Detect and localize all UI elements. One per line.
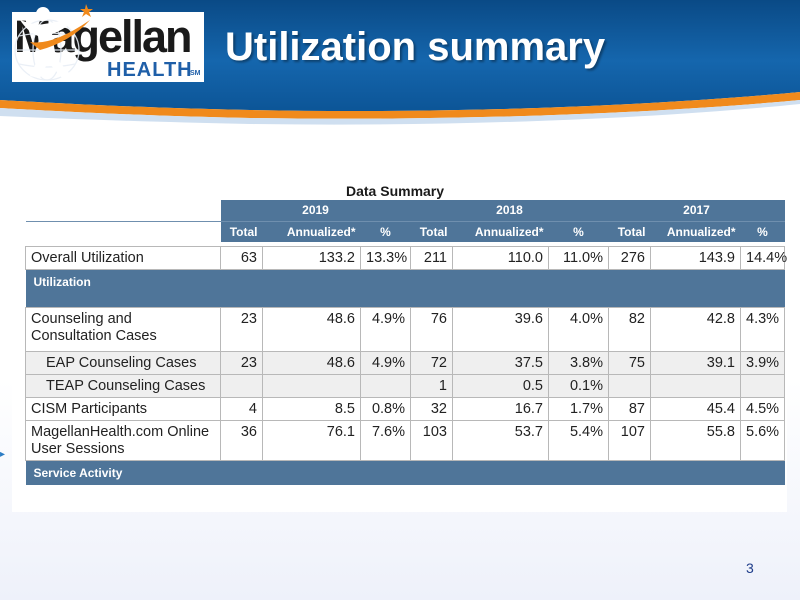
cell: 87 bbox=[608, 396, 651, 421]
slide-title: Utilization summary bbox=[225, 25, 606, 69]
cell: 143.9 bbox=[650, 245, 741, 270]
row-label: CISM Participants bbox=[25, 396, 221, 421]
year-header-row: 2019 2018 2017 bbox=[25, 200, 785, 222]
cell: 4.9% bbox=[360, 306, 411, 352]
cell: 4.3% bbox=[740, 306, 785, 352]
col-total: Total bbox=[220, 221, 263, 242]
cell: 0.1% bbox=[548, 373, 609, 398]
cell: 4.5% bbox=[740, 396, 785, 421]
cell: 76 bbox=[410, 306, 453, 352]
cell bbox=[262, 373, 361, 398]
cell: 32 bbox=[410, 396, 453, 421]
page-number: 3 bbox=[746, 560, 754, 576]
cell: 13.3% bbox=[360, 245, 411, 270]
cell: 75 bbox=[608, 350, 651, 375]
globe-figure-emblem-icon bbox=[14, 4, 93, 81]
cell: 76.1 bbox=[262, 419, 361, 461]
cell: 110.0 bbox=[452, 245, 549, 270]
col-total: Total bbox=[410, 221, 453, 242]
row-label: Overall Utilization bbox=[25, 245, 221, 270]
col-annualized: Annualized* bbox=[650, 221, 741, 242]
col-annualized: Annualized* bbox=[262, 221, 361, 242]
col-percent: % bbox=[548, 221, 609, 242]
row-label: MagellanHealth.com Online User Sessions bbox=[25, 419, 221, 461]
cell: 8.5 bbox=[262, 396, 361, 421]
column-header-row: Total Annualized* % Total Annualized* % … bbox=[25, 221, 785, 242]
cell: 82 bbox=[608, 306, 651, 352]
row-label: EAP Counseling Cases bbox=[25, 350, 221, 375]
left-edge-mark: ▸ bbox=[0, 449, 6, 460]
cell: 5.4% bbox=[548, 419, 609, 461]
cell: 63 bbox=[220, 245, 263, 270]
col-annualized: Annualized* bbox=[452, 221, 549, 242]
col-percent: % bbox=[740, 221, 785, 242]
cell bbox=[740, 373, 785, 398]
cell: 1 bbox=[410, 373, 453, 398]
cell: 37.5 bbox=[452, 350, 549, 375]
table-row: EAP Counseling Cases 23 48.6 4.9% 72 37.… bbox=[25, 350, 785, 375]
cell: 133.2 bbox=[262, 245, 361, 270]
row-label: TEAP Counseling Cases bbox=[25, 373, 221, 398]
cell bbox=[360, 373, 411, 398]
table-row: Overall Utilization 63 133.2 13.3% 211 1… bbox=[25, 245, 787, 270]
cell: 55.8 bbox=[650, 419, 741, 461]
col-percent: % bbox=[360, 221, 411, 242]
year-header-2017: 2017 bbox=[608, 200, 785, 222]
data-summary-table: 2019 2018 2017 Total Annualized* % Total… bbox=[25, 200, 787, 485]
year-header-2019: 2019 bbox=[220, 200, 411, 222]
cell: 5.6% bbox=[740, 419, 785, 461]
row-label: Counseling and Consultation Cases bbox=[25, 306, 221, 352]
cell: 23 bbox=[220, 306, 263, 352]
cell: 103 bbox=[410, 419, 453, 461]
cell: 72 bbox=[410, 350, 453, 375]
logo-sub-text: HEALTH bbox=[107, 59, 193, 81]
cell: 0.8% bbox=[360, 396, 411, 421]
cell: 4 bbox=[220, 396, 263, 421]
section-label: Service Activity bbox=[25, 460, 785, 485]
cell bbox=[608, 373, 651, 398]
table-row: TEAP Counseling Cases 1 0.5 0.1% bbox=[25, 373, 785, 398]
logo-service-mark: SM bbox=[190, 70, 201, 77]
cell: 4.0% bbox=[548, 306, 609, 352]
year-header-2018: 2018 bbox=[410, 200, 609, 222]
cell: 48.6 bbox=[262, 350, 361, 375]
slide-header: Magellan HEALTH SM Utilization summary bbox=[0, 0, 800, 135]
col-total: Total bbox=[608, 221, 651, 242]
cell: 39.1 bbox=[650, 350, 741, 375]
table-row: MagellanHealth.com Online User Sessions … bbox=[25, 419, 785, 461]
cell: 107 bbox=[608, 419, 651, 461]
cell: 45.4 bbox=[650, 396, 741, 421]
cell: 14.4% bbox=[740, 245, 787, 270]
cell: 3.9% bbox=[740, 350, 785, 375]
cell: 1.7% bbox=[548, 396, 609, 421]
cell: 16.7 bbox=[452, 396, 549, 421]
cell: 11.0% bbox=[548, 245, 609, 270]
cell: 7.6% bbox=[360, 419, 411, 461]
cell: 276 bbox=[608, 245, 651, 270]
section-band-service-activity: Service Activity bbox=[25, 460, 785, 485]
cell bbox=[650, 373, 741, 398]
section-label: Utilization bbox=[25, 269, 785, 307]
table-row: CISM Participants 4 8.5 0.8% 32 16.7 1.7… bbox=[25, 396, 785, 421]
cell: 48.6 bbox=[262, 306, 361, 352]
cell: 211 bbox=[410, 245, 453, 270]
cell: 0.5 bbox=[452, 373, 549, 398]
section-band-utilization: Utilization bbox=[25, 269, 785, 307]
cell: 3.8% bbox=[548, 350, 609, 375]
cell: 42.8 bbox=[650, 306, 741, 352]
cell: 39.6 bbox=[452, 306, 549, 352]
cell: 4.9% bbox=[360, 350, 411, 375]
table-row: Counseling and Consultation Cases 23 48.… bbox=[25, 306, 785, 352]
cell: 53.7 bbox=[452, 419, 549, 461]
data-summary-caption: Data Summary bbox=[346, 183, 445, 199]
cell: 23 bbox=[220, 350, 263, 375]
cell bbox=[220, 373, 263, 398]
cell: 36 bbox=[220, 419, 263, 461]
